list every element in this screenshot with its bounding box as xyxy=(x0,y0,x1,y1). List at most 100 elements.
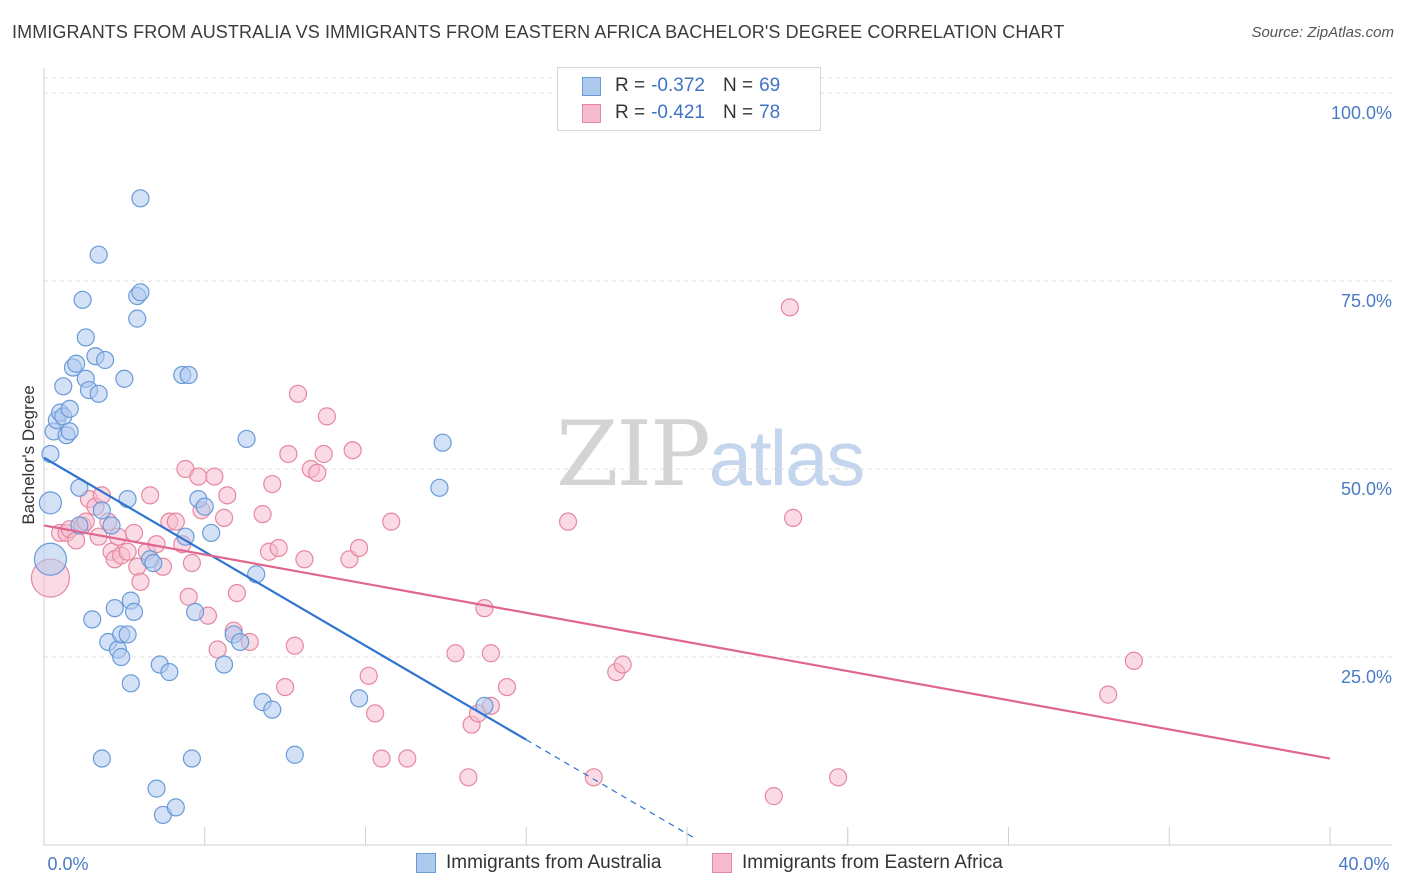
australia-point xyxy=(95,350,115,370)
eastern-africa-point xyxy=(366,704,385,723)
watermark-atlas: atlas xyxy=(708,414,866,502)
eastern-africa-point xyxy=(269,538,288,558)
australia-point xyxy=(76,328,95,347)
eastern-africa-point xyxy=(481,644,500,663)
eastern-africa-point xyxy=(584,768,603,787)
eastern-africa-point xyxy=(459,768,478,787)
eastern-africa-point xyxy=(285,636,304,655)
eastern-africa-point xyxy=(205,467,224,486)
australia-trendline xyxy=(43,456,527,741)
australia-point xyxy=(237,429,256,449)
australia-point xyxy=(131,283,150,302)
eastern-africa-point xyxy=(314,444,333,464)
eastern-africa-point xyxy=(131,572,150,591)
eastern-africa-r-label: R = xyxy=(615,102,646,123)
australia-point xyxy=(160,662,179,682)
eastern-africa-point xyxy=(446,644,465,663)
australia-point xyxy=(89,245,108,264)
australia-point xyxy=(38,491,63,515)
eastern-africa-point xyxy=(182,553,201,573)
eastern-africa-swatch xyxy=(582,103,601,123)
y-tick-label: 100.0% xyxy=(1331,103,1392,123)
y-tick-label: 75.0% xyxy=(1341,291,1392,311)
australia-point xyxy=(166,798,185,817)
eastern-africa-points xyxy=(30,298,1143,806)
australia-point xyxy=(214,655,234,674)
y-tick-label: 25.0% xyxy=(1341,667,1392,687)
axes xyxy=(43,68,1392,846)
australia-point xyxy=(70,516,89,535)
eastern-africa-point xyxy=(780,298,799,317)
eastern-africa-point xyxy=(218,486,237,505)
australia-point xyxy=(115,369,134,388)
eastern-africa-trendline xyxy=(43,524,1331,760)
gridlines xyxy=(44,77,1392,658)
eastern-africa-point xyxy=(179,587,198,606)
australia-point xyxy=(33,542,68,576)
australia-point xyxy=(349,689,369,708)
australia-r-label: R = xyxy=(615,75,646,96)
eastern-africa-point xyxy=(308,463,327,482)
australia-point xyxy=(263,700,282,719)
australia-point xyxy=(92,501,111,520)
australia-point xyxy=(179,365,198,385)
eastern-africa-point xyxy=(343,441,362,460)
eastern-africa-point xyxy=(263,474,282,494)
australia-point xyxy=(182,749,201,768)
australia-point xyxy=(430,478,449,497)
tick-labels: 25.0% 50.0% 75.0% 100.0% 0.0% 40.0% xyxy=(47,103,1392,874)
australia-n-label: N = xyxy=(722,75,754,96)
eastern-africa-point xyxy=(189,467,208,486)
australia-point xyxy=(186,602,205,621)
watermark: ZIPatlas xyxy=(556,402,866,507)
eastern-africa-point xyxy=(558,512,578,531)
australia-point xyxy=(60,399,79,418)
legend-swatch-australia xyxy=(416,853,436,873)
eastern-africa-point xyxy=(67,531,86,550)
legend-item-eastern-africa[interactable]: Immigrants from Eastern Africa xyxy=(712,852,1003,874)
australia-point xyxy=(247,565,266,584)
eastern-africa-point xyxy=(372,749,391,768)
x-tick-label: 0.0% xyxy=(47,854,88,874)
eastern-africa-point xyxy=(317,407,337,426)
australia-point xyxy=(112,647,131,667)
eastern-africa-point xyxy=(613,655,632,674)
eastern-africa-n-value: 78 xyxy=(759,102,781,123)
eastern-africa-point xyxy=(783,508,803,527)
australia-point xyxy=(118,625,137,644)
australia-point xyxy=(433,433,452,452)
australia-point xyxy=(195,497,214,516)
eastern-africa-point xyxy=(764,787,783,806)
australia-n-value: 69 xyxy=(759,75,781,96)
australia-point xyxy=(285,745,304,764)
australia-point xyxy=(105,599,124,618)
australia-point xyxy=(92,749,111,768)
chart-title: IMMIGRANTS FROM AUSTRALIA VS IMMIGRANTS … xyxy=(12,22,1065,42)
legend-swatch-eastern-africa xyxy=(712,853,732,873)
australia-point xyxy=(202,523,221,543)
eastern-africa-point xyxy=(279,444,298,464)
eastern-africa-point xyxy=(214,508,234,527)
x-tick-label: 40.0% xyxy=(1338,854,1389,874)
eastern-africa-point xyxy=(1099,685,1118,704)
legend-item-australia[interactable]: Immigrants from Australia xyxy=(416,852,661,874)
eastern-africa-point xyxy=(124,523,144,543)
eastern-africa-point xyxy=(349,538,369,558)
eastern-africa-point xyxy=(227,583,246,603)
eastern-africa-point xyxy=(288,384,308,403)
stats-row-australia: R = -0.372 N = 69 xyxy=(582,73,780,99)
australia-point xyxy=(54,377,73,396)
australia-point xyxy=(128,309,147,328)
legend-label-eastern-africa: Immigrants from Eastern Africa xyxy=(742,852,1003,873)
eastern-africa-point xyxy=(276,677,295,697)
australia-point xyxy=(144,553,163,573)
australia-point xyxy=(102,516,121,535)
eastern-africa-point xyxy=(382,512,401,531)
australia-swatch xyxy=(582,76,601,96)
eastern-africa-point xyxy=(208,640,227,659)
stats-row-eastern-africa: R = -0.421 N = 78 xyxy=(582,100,780,126)
australia-point xyxy=(89,384,108,403)
australia-point xyxy=(131,189,150,208)
eastern-africa-point xyxy=(829,768,848,787)
